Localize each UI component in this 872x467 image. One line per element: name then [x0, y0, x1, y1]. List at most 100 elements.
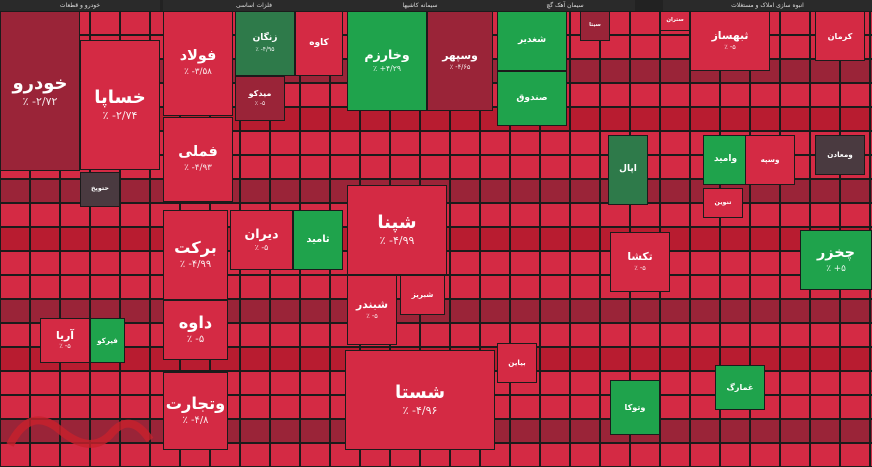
filler-tile [570, 275, 600, 299]
filler-tile [660, 371, 690, 395]
stock-tile[interactable]: آریا ٪ -۵ [40, 318, 90, 363]
tile-symbol: وسپه [760, 155, 780, 165]
filler-tile [480, 299, 510, 323]
filler-tile [300, 131, 330, 155]
filler-tile [780, 299, 810, 323]
stock-tile[interactable]: سیتا [580, 11, 610, 41]
stock-tile[interactable]: صندوق [497, 71, 567, 126]
filler-tile [720, 251, 750, 275]
filler-tile [510, 251, 540, 275]
stock-tile[interactable]: ثامید [293, 210, 343, 270]
filler-tile [630, 347, 660, 371]
filler-tile [270, 155, 300, 179]
filler-tile [330, 107, 360, 131]
stock-tile[interactable]: اپال [608, 135, 648, 205]
tile-change: ٪ -۴/۶۵ [449, 62, 471, 71]
tile-change: ٪ -۵ [59, 342, 71, 351]
tile-symbol: بیاین [508, 358, 526, 368]
stock-tile[interactable]: وتجارت ٪ -۴/۸ [163, 372, 228, 450]
tile-symbol: ثامید [306, 233, 330, 245]
sector-header: سیمان آهک گچ [495, 0, 635, 11]
tile-symbol: حتوپخ [91, 185, 109, 193]
filler-tile [630, 299, 660, 323]
sector-header: خودرو و قطعات [0, 0, 160, 11]
stock-tile[interactable]: وخارزم ٪ +۴/۲۹ [347, 11, 427, 111]
stock-tile[interactable]: شبریز [400, 275, 445, 315]
stock-tile[interactable]: فملی ٪ -۴/۹۳ [163, 117, 233, 202]
filler-tile [450, 107, 480, 131]
filler-tile [240, 371, 270, 395]
filler-tile [630, 107, 660, 131]
filler-tile [630, 323, 660, 347]
filler-tile [750, 251, 780, 275]
stock-tile[interactable]: غمارگ [715, 365, 765, 410]
stock-tile[interactable]: ثبهساز ٪ -۵ [690, 11, 770, 71]
filler-tile [720, 419, 750, 443]
filler-tile [870, 299, 872, 323]
stock-tile[interactable]: وتوکا [610, 380, 660, 435]
stock-tile[interactable]: ومعادن [815, 135, 865, 175]
filler-tile [30, 251, 60, 275]
filler-tile [570, 443, 600, 467]
stock-tile[interactable]: خودرو ٪ -۲/۷۲ [0, 11, 80, 171]
filler-tile [90, 371, 120, 395]
stock-tile[interactable]: وامید [703, 135, 748, 185]
filler-tile [600, 323, 630, 347]
stock-tile[interactable]: فولاد ٪ -۳/۵۸ [163, 11, 233, 116]
tile-symbol: چخزر [817, 244, 855, 261]
stock-tile[interactable]: داوه ٪ -۵ [163, 300, 228, 360]
stock-tile[interactable]: شستا ٪ -۴/۹۶ [345, 350, 495, 450]
stock-tile[interactable]: کاوه [295, 11, 343, 76]
filler-tile [90, 395, 120, 419]
filler-tile [360, 155, 390, 179]
stock-tile[interactable]: شغدیر [497, 11, 567, 71]
filler-tile [90, 275, 120, 299]
filler-tile [870, 131, 872, 155]
filler-tile [630, 203, 660, 227]
filler-tile [540, 251, 570, 275]
stock-tile[interactable]: زنگان ٪ -۴/۹۵ [235, 11, 295, 76]
stock-tile[interactable]: کرمان [815, 11, 865, 61]
stock-tile[interactable]: تکشا ٪ -۵ [610, 232, 670, 292]
stock-tile[interactable]: خساپا ٪ -۲/۷۴ [80, 40, 160, 170]
filler-tile [240, 443, 270, 467]
filler-tile [480, 155, 510, 179]
filler-tile [570, 59, 600, 83]
stock-tile[interactable]: برکت ٪ -۴/۹۹ [163, 210, 228, 300]
tile-change: ٪ -۴/۹۹ [379, 234, 415, 248]
filler-tile [60, 203, 90, 227]
stock-tile[interactable]: حتوپخ [80, 172, 120, 207]
tile-symbol: فولاد [179, 48, 217, 65]
filler-tile [600, 203, 630, 227]
filler-tile [240, 275, 270, 299]
filler-tile [660, 347, 690, 371]
filler-tile [510, 443, 540, 467]
filler-tile [540, 323, 570, 347]
filler-tile [270, 275, 300, 299]
filler-tile [660, 323, 690, 347]
filler-tile [630, 11, 660, 35]
stock-tile[interactable]: فیرکو [90, 318, 125, 363]
stock-tile[interactable]: دیران ٪ -۵ [230, 210, 293, 270]
filler-tile [780, 443, 810, 467]
tile-symbol: وتوکا [624, 402, 646, 413]
filler-tile [750, 299, 780, 323]
stock-tile[interactable]: میدکو ٪ -۵ [235, 76, 285, 121]
filler-tile [450, 179, 480, 203]
filler-tile [0, 251, 30, 275]
stock-tile[interactable]: شبندر ٪ -۵ [347, 275, 397, 345]
stock-tile[interactable]: چخزر ٪ +۵ [800, 230, 872, 290]
filler-tile [780, 107, 810, 131]
filler-tile [720, 443, 750, 467]
filler-tile [480, 227, 510, 251]
stock-tile[interactable]: بیاین [497, 343, 537, 383]
filler-tile [570, 131, 600, 155]
filler-tile [30, 227, 60, 251]
filler-tile [600, 443, 630, 467]
stock-tile[interactable]: شپنا ٪ -۴/۹۹ [347, 185, 447, 275]
stock-tile[interactable]: وسپه [745, 135, 795, 185]
filler-tile [660, 203, 690, 227]
stock-tile[interactable]: وسپهر ٪ -۴/۶۵ [427, 11, 493, 111]
stock-tile[interactable]: تنوین [703, 188, 743, 218]
stock-tile[interactable]: ستران [660, 11, 690, 31]
